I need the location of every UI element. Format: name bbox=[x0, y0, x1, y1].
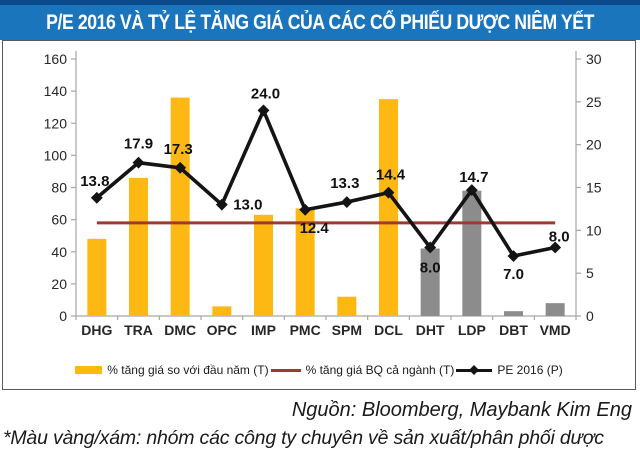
legend-label-industry-average: % tăng giá BQ cả ngành (T) bbox=[305, 363, 455, 377]
pe-diamond-marker bbox=[340, 196, 353, 209]
bar-dcl bbox=[379, 99, 398, 316]
pe-data-label: 13.3 bbox=[330, 175, 359, 192]
legend-item-industry-average: % tăng giá BQ cả ngành (T) bbox=[270, 363, 455, 377]
bar-dmc bbox=[170, 97, 190, 316]
bar-vmd bbox=[545, 303, 565, 316]
right-tick-label: 25 bbox=[586, 94, 602, 110]
category-label: IMP bbox=[251, 322, 276, 338]
chart-legend: % tăng giá so với đầu năm (T) % tăng giá… bbox=[3, 353, 635, 387]
right-tick-label: 10 bbox=[586, 222, 602, 238]
axes-group: 0 20 40 60 80 100 120 140 160 0 5 10 15 20 25 30 bbox=[44, 51, 602, 324]
pe-diamond-marker bbox=[257, 104, 270, 117]
category-axis-group: DHG TRA DMC OPC IMP PMC SPM DCL DHT LDP DBT VMD bbox=[75, 316, 577, 338]
left-tick-label: 140 bbox=[44, 83, 68, 99]
left-tick-label: 0 bbox=[59, 308, 67, 324]
left-tick-label: 120 bbox=[44, 115, 68, 131]
bar-dht bbox=[420, 248, 440, 316]
bar-opc bbox=[212, 306, 232, 316]
category-label: DMC bbox=[164, 322, 196, 338]
category-label: DBT bbox=[499, 322, 528, 338]
category-label: TRA bbox=[124, 322, 153, 338]
pe-data-label: 17.3 bbox=[164, 141, 193, 158]
pe-line bbox=[95, 105, 556, 259]
right-tick-label: 15 bbox=[586, 180, 602, 196]
pe-data-labels-group: 13.8 17.9 17.3 13.0 24.0 12.4 13.3 14.4 8.0 14.7 7… bbox=[80, 85, 569, 283]
chart-title: P/E 2016 VÀ TỶ LỆ TĂNG GIÁ CỦA CÁC CỔ PH… bbox=[46, 10, 594, 34]
bar-spm bbox=[337, 296, 357, 316]
bar-imp bbox=[254, 214, 273, 316]
pe-data-label: 13.8 bbox=[80, 173, 109, 190]
red-line-swatch-icon bbox=[270, 368, 301, 372]
bar-tra bbox=[129, 177, 148, 316]
pe-data-label: 7.0 bbox=[503, 266, 524, 283]
pe-data-label: 24.0 bbox=[251, 85, 280, 102]
chart-title-bar: P/E 2016 VÀ TỶ LỆ TĂNG GIÁ CỦA CÁC CỔ PH… bbox=[0, 0, 640, 40]
source-caption: Nguồn: Bloomberg, Maybank Kim Eng bbox=[291, 399, 632, 421]
pe-data-label: 8.0 bbox=[420, 259, 441, 276]
left-tick-label: 160 bbox=[44, 51, 68, 67]
right-tick-label: 0 bbox=[586, 308, 594, 324]
bar-dhg bbox=[87, 238, 107, 316]
bar-pmc bbox=[295, 208, 315, 316]
category-label: OPC bbox=[207, 322, 237, 338]
bar-ldp bbox=[462, 190, 482, 316]
legend-label-pe-2016: PE 2016 (P) bbox=[497, 363, 563, 377]
category-label: PMC bbox=[290, 322, 321, 338]
pe-line-group bbox=[90, 104, 562, 262]
legend-item-price-change: % tăng giá so với đầu năm (T) bbox=[75, 363, 269, 377]
pe-data-label: 12.4 bbox=[300, 220, 330, 237]
right-tick-label: 30 bbox=[586, 51, 602, 67]
yellow-bar-swatch-icon bbox=[75, 366, 103, 374]
legend-label-price-change: % tăng giá so với đầu năm (T) bbox=[107, 363, 269, 377]
category-label: DHT bbox=[416, 322, 445, 338]
pe-diamond-marker bbox=[215, 198, 228, 211]
pe-diamond-marker bbox=[549, 241, 562, 254]
pe-data-label: 13.0 bbox=[233, 197, 262, 214]
bar-dbt bbox=[504, 311, 523, 316]
left-tick-label: 80 bbox=[51, 180, 67, 196]
legend-item-pe-2016: PE 2016 (P) bbox=[456, 363, 563, 377]
pe-data-label: 14.4 bbox=[376, 167, 406, 184]
bars-group bbox=[87, 97, 565, 316]
category-label: VMD bbox=[540, 322, 571, 338]
category-label: DCL bbox=[374, 322, 403, 338]
black-line-diamond-swatch-icon bbox=[456, 365, 493, 375]
pe-data-label: 17.9 bbox=[124, 136, 153, 153]
pe-data-label: 8.0 bbox=[549, 228, 570, 245]
diamond-marker-icon bbox=[469, 365, 480, 375]
category-label: LDP bbox=[458, 322, 486, 338]
color-footnote: *Màu vàng/xám: nhóm các công ty chuyên v… bbox=[3, 427, 604, 449]
left-tick-label: 60 bbox=[51, 212, 67, 228]
category-label: SPM bbox=[332, 322, 362, 338]
pe-data-label: 14.7 bbox=[459, 169, 488, 186]
chart-area: 0 20 40 60 80 100 120 140 160 0 5 10 15 20 25 30 DHG TRA D… bbox=[2, 40, 636, 390]
category-label: DHG bbox=[81, 322, 112, 338]
left-tick-label: 100 bbox=[44, 147, 68, 163]
right-tick-label: 5 bbox=[586, 265, 594, 281]
left-tick-label: 20 bbox=[51, 276, 67, 292]
right-tick-label: 20 bbox=[586, 137, 602, 153]
left-tick-label: 40 bbox=[51, 244, 67, 260]
